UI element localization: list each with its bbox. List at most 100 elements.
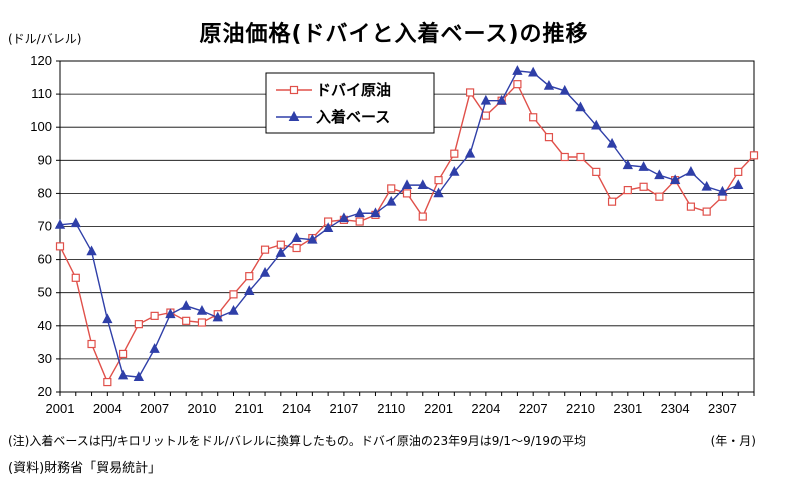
y-axis-unit-label: (ドル/バレル) (8, 32, 82, 46)
data-point (575, 101, 586, 112)
x-tick-label: 2004 (93, 401, 122, 416)
data-point (182, 316, 191, 325)
source-note: (資料)財務省「貿易統計」 (8, 461, 162, 476)
data-point (685, 166, 697, 176)
data-point (496, 94, 507, 105)
data-point (322, 222, 334, 233)
data-point (197, 318, 207, 327)
data-point (338, 212, 350, 223)
data-point (87, 339, 96, 349)
data-point (354, 207, 365, 218)
legend-marker (288, 110, 300, 121)
data-point (117, 369, 129, 380)
data-point (749, 151, 759, 160)
footnote: (注)入着ベースは円/キロリットルをドル/バレルに換算したもの。ドバイ原油の23… (8, 434, 587, 448)
x-tick-label: 2201 (424, 401, 453, 416)
data-point (259, 266, 271, 277)
data-point (55, 242, 65, 251)
data-point (512, 65, 523, 75)
data-point (592, 167, 601, 176)
data-point (245, 272, 254, 281)
x-tick-label: 2307 (708, 401, 737, 416)
data-point (450, 149, 459, 158)
data-point (701, 180, 712, 191)
y-tick-label: 110 (31, 86, 52, 101)
data-point (54, 218, 66, 229)
legend-box (265, 72, 435, 134)
data-point (607, 197, 617, 206)
x-tick-label: 2210 (566, 401, 595, 416)
data-point (591, 119, 602, 130)
data-point (181, 300, 192, 310)
data-point (70, 217, 81, 228)
legend-item: ドバイ原油 (276, 81, 391, 99)
data-point (118, 349, 128, 359)
data-point (480, 94, 492, 105)
data-point (134, 320, 143, 329)
data-point (307, 233, 318, 244)
data-point (481, 111, 490, 120)
data-point (417, 179, 428, 190)
series-line (59, 70, 739, 378)
x-tick-label: 2301 (613, 401, 642, 416)
legend-marker (289, 85, 299, 95)
legend-label: 入着ベース (316, 108, 390, 126)
y-tick-label: 30 (38, 351, 52, 366)
data-point (655, 192, 664, 201)
data-point (528, 66, 539, 77)
data-point (622, 159, 633, 170)
data-point (639, 182, 648, 191)
x-tick-label: 2001 (46, 401, 75, 416)
data-point (702, 207, 711, 216)
data-point (465, 88, 475, 97)
data-point (559, 84, 570, 95)
data-point (71, 273, 80, 282)
data-point (544, 133, 554, 142)
data-point (529, 113, 538, 122)
data-point (292, 243, 301, 253)
data-point (86, 245, 97, 256)
data-point (623, 185, 632, 195)
data-point (434, 176, 443, 185)
data-point (387, 184, 396, 193)
x-tick-label: 2007 (140, 401, 169, 416)
data-point (733, 179, 744, 190)
data-point (275, 247, 286, 257)
data-point (260, 245, 270, 254)
data-point (449, 166, 460, 176)
data-point (291, 232, 302, 242)
data-point (229, 290, 238, 299)
x-tick-label: 2104 (282, 401, 311, 416)
data-point (638, 161, 649, 171)
data-point (654, 169, 665, 180)
y-tick-label: 100 (30, 119, 52, 134)
y-tick-label: 90 (38, 152, 52, 167)
x-tick-label: 2110 (377, 401, 405, 416)
legend-item: 入着ベース (276, 108, 390, 126)
data-point (149, 343, 160, 353)
y-tick-label: 70 (38, 219, 52, 234)
data-point (734, 167, 743, 176)
data-point (433, 187, 444, 198)
data-point (103, 377, 112, 387)
data-point (560, 152, 569, 162)
series-arrival-basis (54, 65, 744, 382)
data-point (717, 185, 728, 196)
data-point (102, 313, 113, 324)
data-point (418, 212, 427, 221)
data-point (244, 285, 255, 295)
y-tick-label: 120 (30, 53, 52, 68)
data-point (386, 195, 397, 206)
x-tick-label: 2207 (519, 401, 548, 416)
data-point (228, 305, 239, 315)
data-point (401, 179, 413, 190)
chart-title: 原油価格(ドバイと入着ベース)の推移 (199, 22, 589, 47)
data-point (402, 189, 412, 198)
x-tick-label: 2107 (329, 401, 358, 416)
data-point (606, 137, 618, 148)
data-point (150, 311, 159, 320)
data-point (669, 174, 681, 185)
x-axis-unit-label: (年・月) (710, 434, 756, 448)
y-tick-label: 50 (38, 285, 52, 300)
